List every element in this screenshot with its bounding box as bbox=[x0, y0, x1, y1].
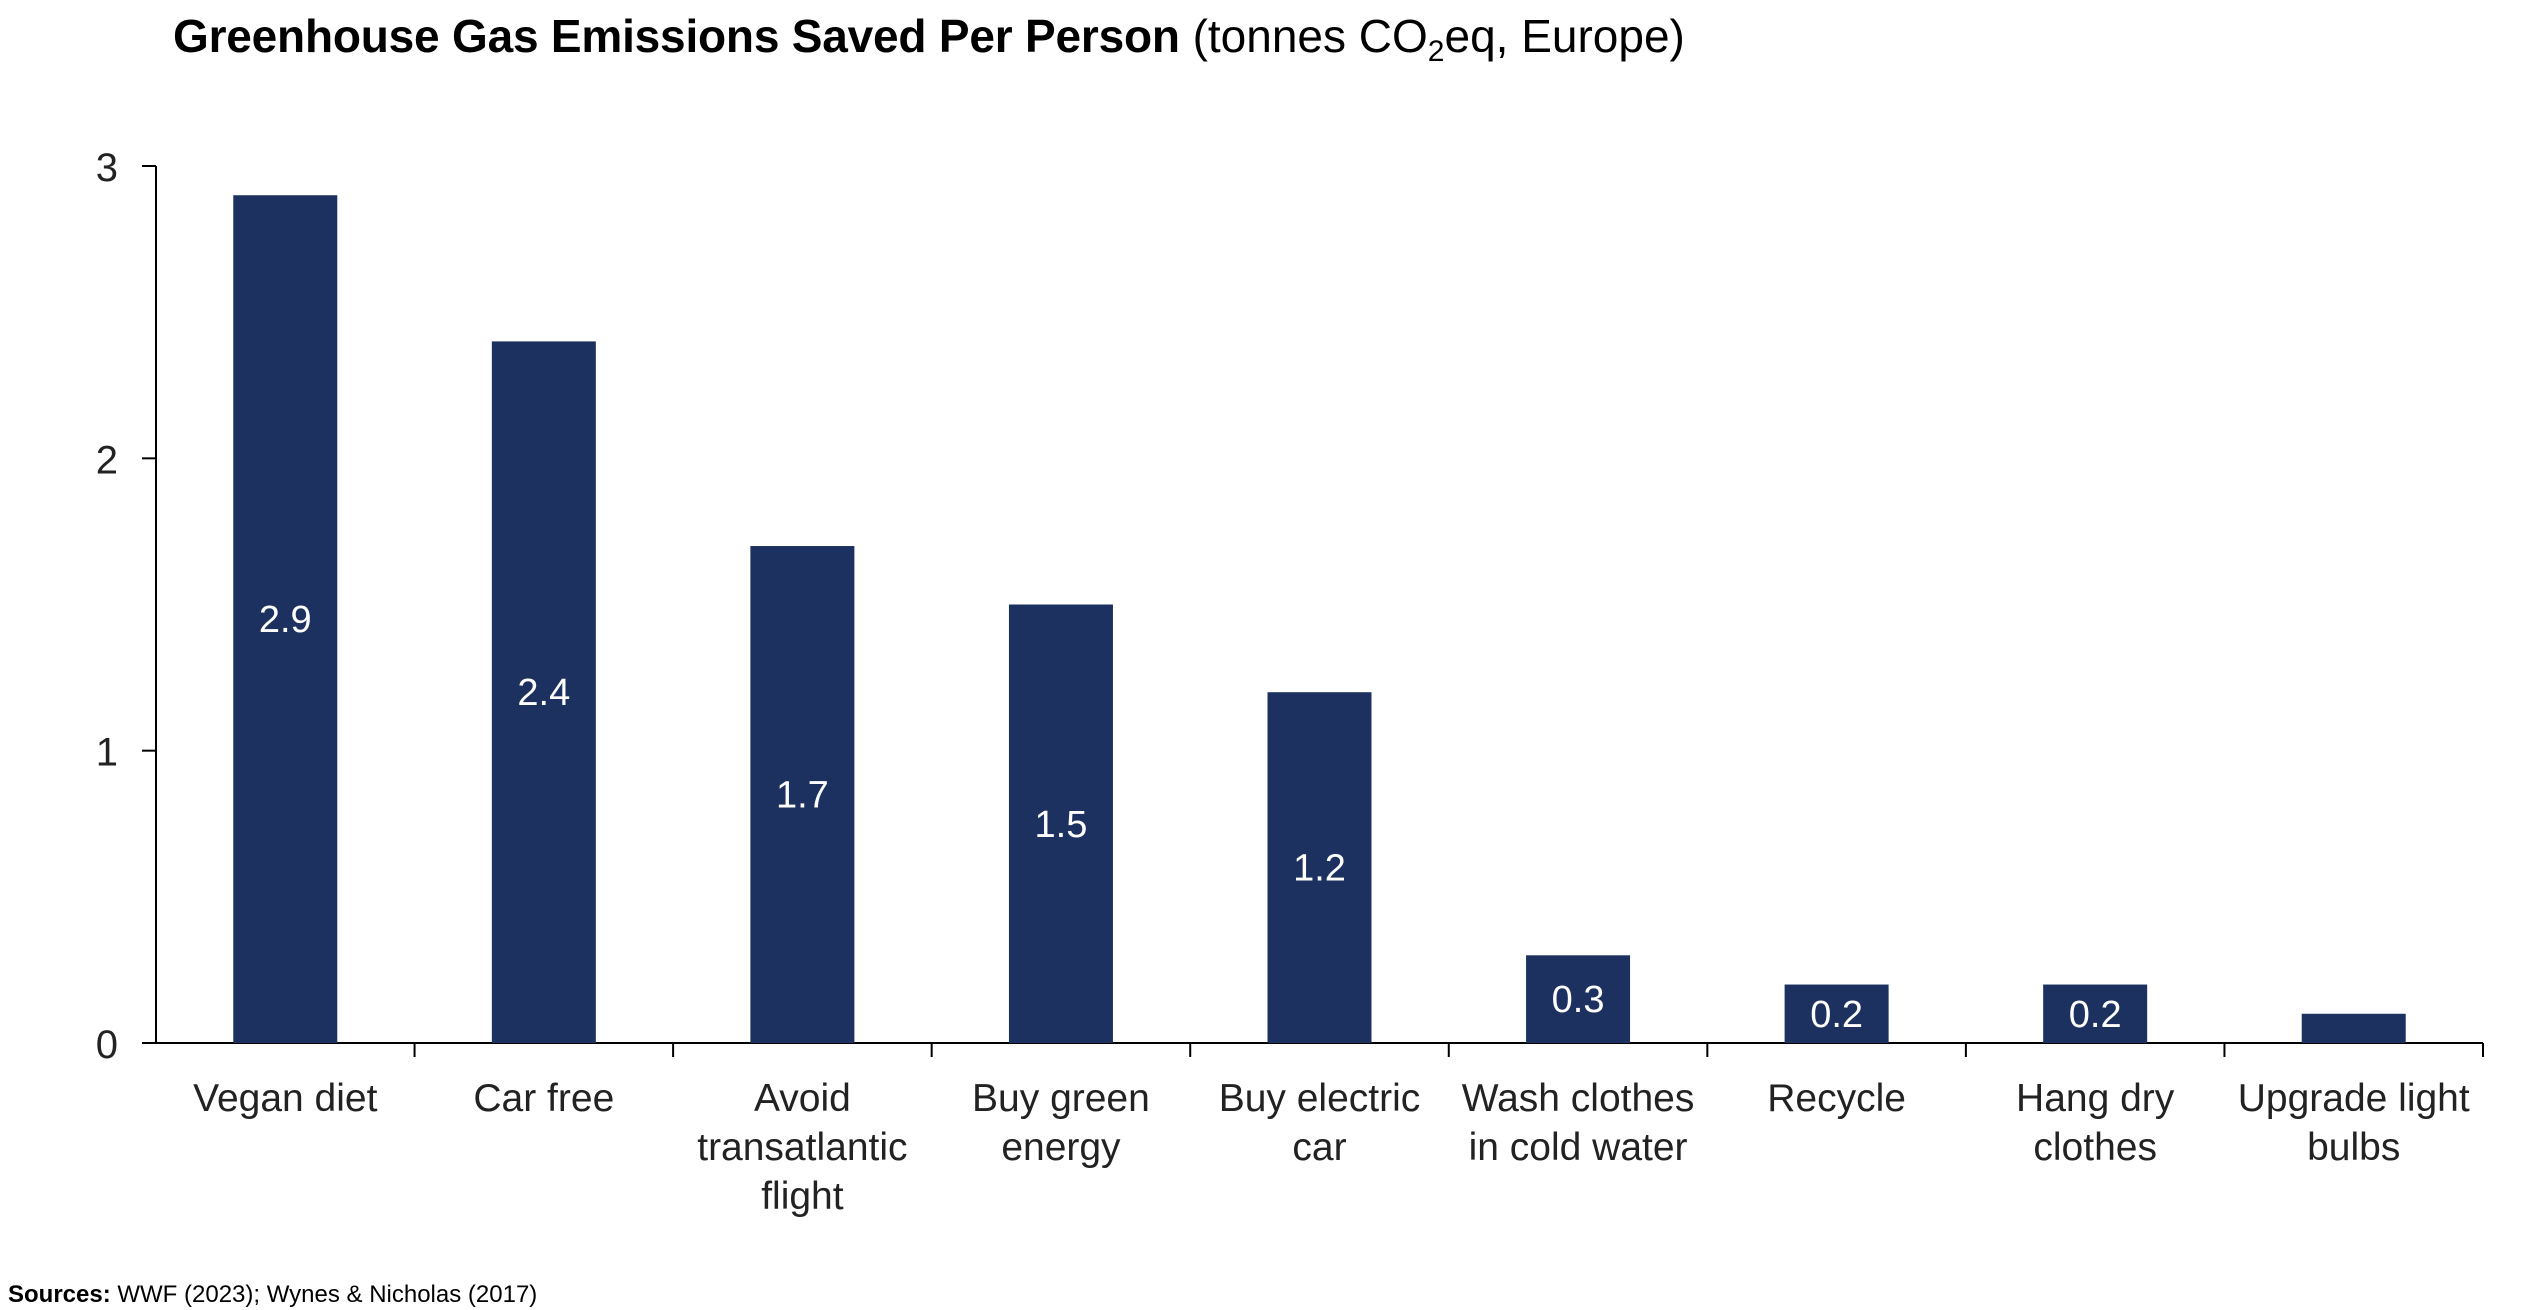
y-axis: 0 1 2 3 bbox=[96, 146, 157, 1067]
bar-value-label: 2.9 bbox=[259, 599, 312, 641]
category-label-line: Buy electric bbox=[1219, 1077, 1421, 1120]
chart-title: Greenhouse Gas Emissions Saved Per Perso… bbox=[173, 4, 1685, 68]
category-label-line: Wash clothes bbox=[1462, 1077, 1695, 1120]
category-label: Vegan diet bbox=[193, 1077, 378, 1120]
category-label: Car free bbox=[473, 1077, 614, 1120]
bar-value-labels: 2.9 2.4 1.7 1.5 1.2 0.3 0.2 0.2 bbox=[259, 599, 2122, 1036]
bar-value-label: 1.2 bbox=[1293, 848, 1346, 890]
y-tick-label: 1 bbox=[96, 731, 118, 775]
category-label-line: Car free bbox=[473, 1077, 614, 1120]
source-label: Sources: bbox=[8, 1281, 111, 1308]
bar-value-label: 0.3 bbox=[1552, 979, 1605, 1021]
x-axis bbox=[156, 1042, 2484, 1057]
bar-value-label: 0.2 bbox=[2069, 994, 2122, 1036]
category-label-line: flight bbox=[761, 1175, 844, 1218]
category-label-line: Avoid bbox=[754, 1077, 851, 1120]
bar-value-label: 0.2 bbox=[1810, 994, 1863, 1036]
bar-value-label: 1.7 bbox=[776, 775, 829, 817]
chart-title-unit-subscript: 2 bbox=[1427, 35, 1445, 68]
category-label: Buy electric car bbox=[1219, 1077, 1421, 1169]
category-label-line: bulbs bbox=[2307, 1126, 2400, 1169]
category-label-line: transatlantic bbox=[697, 1126, 907, 1169]
chart-title-unit-prefix: (tonnes CO bbox=[1192, 10, 1428, 62]
category-label-line: Upgrade light bbox=[2238, 1077, 2470, 1120]
category-label-line: Vegan diet bbox=[193, 1077, 378, 1120]
y-tick-label: 3 bbox=[96, 146, 118, 190]
category-label: Upgrade light bulbs bbox=[2238, 1077, 2470, 1169]
bar bbox=[1267, 692, 1372, 1043]
y-tick-label: 0 bbox=[96, 1023, 118, 1067]
category-labels: Vegan diet Car free Avoid transatlantic flig… bbox=[193, 1077, 2470, 1218]
bar bbox=[2301, 1013, 2406, 1043]
category-label: Wash clothes in cold water bbox=[1462, 1077, 1695, 1169]
source-text: WWF (2023); Wynes & Nicholas (2017) bbox=[117, 1281, 538, 1308]
chart-title-unit-suffix: eq, Europe) bbox=[1444, 10, 1685, 62]
bar bbox=[2043, 984, 2148, 1043]
bar bbox=[233, 195, 338, 1043]
bar-chart: 0 1 2 3 2.9 2.4 1.7 1.5 1.2 0.3 0.2 0.2 Vegan diet… bbox=[96, 146, 2484, 1218]
source-note: Sources: WWF (2023); Wynes & Nicholas (2… bbox=[8, 1280, 537, 1310]
bar bbox=[1784, 984, 1889, 1043]
bar bbox=[491, 341, 596, 1043]
chart-title-main: Greenhouse Gas Emissions Saved Per Perso… bbox=[173, 10, 1180, 62]
category-label-line: car bbox=[1292, 1126, 1346, 1169]
category-label: Buy green energy bbox=[972, 1077, 1150, 1169]
bar-value-label: 1.5 bbox=[1035, 804, 1088, 846]
category-label-line: clothes bbox=[2033, 1126, 2157, 1169]
chart-title-unit: (tonnes CO2eq, Europe) bbox=[1192, 10, 1685, 67]
bar-value-label: 2.4 bbox=[517, 672, 570, 714]
bar bbox=[750, 546, 855, 1043]
category-label-line: energy bbox=[1001, 1126, 1121, 1169]
bar bbox=[1526, 955, 1631, 1043]
category-label-line: Hang dry bbox=[2016, 1077, 2175, 1120]
category-label-line: Recycle bbox=[1767, 1077, 1906, 1120]
category-label: Avoid transatlantic flight bbox=[697, 1077, 907, 1218]
category-label: Recycle bbox=[1767, 1077, 1906, 1120]
bars bbox=[233, 195, 2406, 1043]
category-label-line: Buy green bbox=[972, 1077, 1150, 1120]
bar bbox=[1008, 604, 1113, 1043]
category-label-line: in cold water bbox=[1469, 1126, 1688, 1169]
category-label: Hang dry clothes bbox=[2016, 1077, 2175, 1169]
y-tick-label: 2 bbox=[96, 438, 118, 482]
